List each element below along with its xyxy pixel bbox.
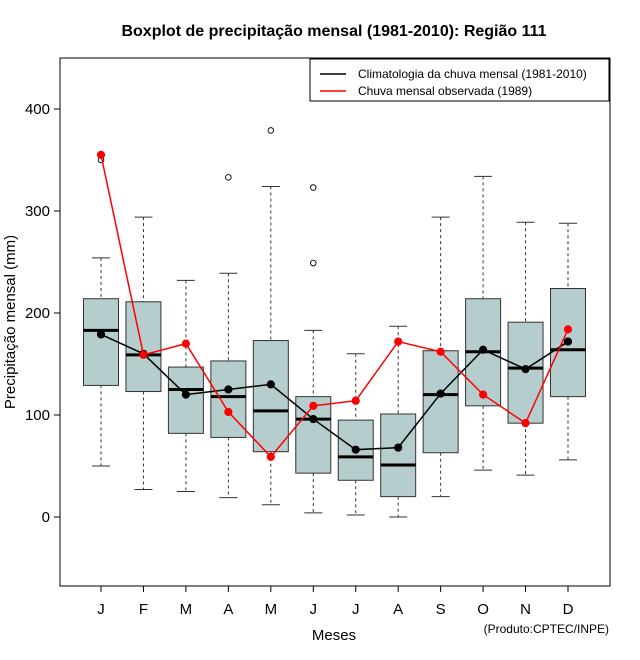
observed-point: [394, 337, 403, 346]
x-tick-label: M: [180, 601, 193, 618]
box-7: [337, 353, 374, 516]
y-tick-label: 400: [25, 101, 50, 118]
legend-label-observed: Chuva mensal observada (1989): [358, 84, 532, 98]
observed-point: [563, 325, 573, 334]
x-tick-label: D: [563, 601, 574, 618]
x-tick-label: J: [310, 601, 318, 618]
box-9: [422, 216, 459, 498]
climatology-point: [266, 380, 275, 389]
box-5: [252, 127, 289, 506]
legend: Climatologia da chuva mensal (1981-2010)…: [309, 58, 610, 102]
box-iqr: [337, 419, 374, 481]
observed-point: [224, 407, 233, 417]
box-iqr: [167, 366, 204, 434]
chart-title: Boxplot de precipitação mensal (1981-201…: [121, 23, 546, 40]
y-tick-label: 300: [25, 203, 50, 220]
observed-point: [309, 401, 318, 410]
observed-point: [266, 452, 275, 461]
observed-point: [351, 396, 360, 405]
observed-point: [478, 390, 488, 399]
y-axis-label: Precipitação mensal (mm): [2, 235, 19, 409]
box-10: [465, 175, 502, 471]
box-iqr: [380, 413, 417, 498]
x-tick-label: A: [393, 601, 403, 618]
legend-label-climatology: Climatologia da chuva mensal (1981-2010): [358, 67, 587, 81]
outlier-point: [225, 174, 232, 181]
climatology-point: [309, 414, 318, 424]
y-tick-label: 200: [25, 305, 50, 322]
climatology-point: [181, 390, 191, 399]
climatology-point: [351, 445, 360, 454]
x-tick-label: N: [520, 601, 531, 618]
y-tick-label: 0: [42, 509, 50, 526]
observed-point: [96, 150, 106, 159]
box-2: [125, 216, 162, 490]
box-3: [167, 279, 204, 492]
outlier-point: [310, 184, 317, 191]
x-tick-label: S: [436, 601, 446, 618]
x-tick-label: F: [139, 601, 148, 618]
climatology-point: [224, 385, 233, 394]
box-1: [83, 156, 119, 467]
box-6: [295, 184, 332, 514]
box-iqr: [422, 350, 459, 454]
observed-point: [436, 347, 445, 356]
product-credit: (Produto:CPTEC/INPE): [484, 622, 609, 636]
climatology-point: [563, 337, 573, 346]
y-tick-label: 100: [25, 407, 50, 424]
box-iqr: [252, 340, 289, 453]
x-tick-label: M: [265, 601, 278, 618]
x-axis-label: Meses: [312, 627, 356, 644]
y-axis: 0 100 200 300 400: [25, 101, 60, 526]
boxes-group: [83, 127, 586, 518]
x-tick-label: O: [477, 601, 489, 618]
outlier-point: [310, 259, 317, 267]
outlier-point: [267, 127, 275, 134]
box-4: [210, 174, 247, 499]
legend-box: [309, 58, 610, 102]
climatology-line: [100, 333, 569, 451]
box-11: [507, 221, 544, 476]
climatology-point: [394, 443, 403, 452]
observed-point: [521, 419, 530, 428]
box-iqr: [83, 298, 119, 386]
climatology-point: [521, 365, 530, 374]
x-tick-label: A: [223, 601, 233, 618]
plot-frame: [59, 57, 611, 587]
x-tick-label: J: [352, 601, 360, 618]
climatology-point: [96, 330, 106, 339]
climatology-point: [478, 345, 488, 354]
x-tick-label: J: [97, 601, 105, 618]
climatology-point: [436, 389, 445, 398]
series-group: [96, 150, 573, 461]
box-iqr: [125, 301, 162, 393]
box-8: [380, 325, 417, 518]
observed-point: [139, 350, 148, 359]
observed-line: [100, 154, 569, 458]
observed-point: [181, 339, 191, 348]
